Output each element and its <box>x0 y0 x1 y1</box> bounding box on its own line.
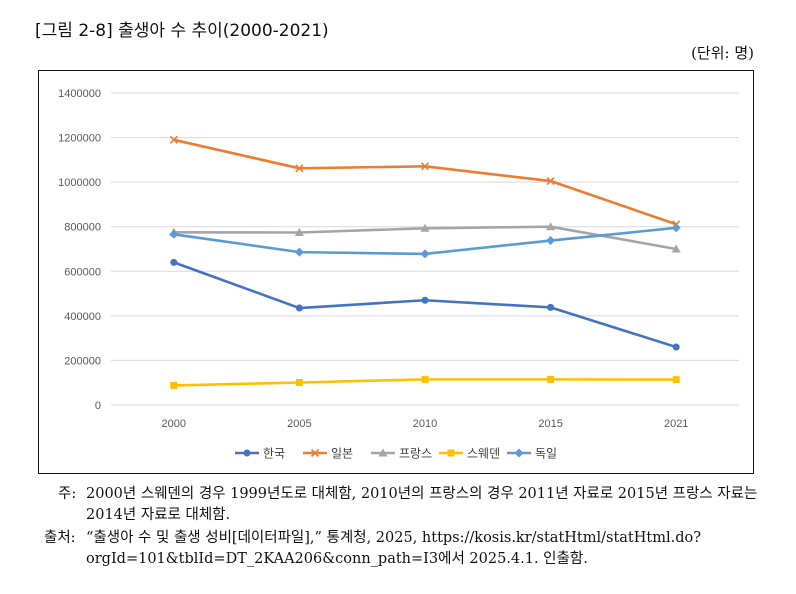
line-chart: 0 200000 400000 600000 800000 1000000 1200000 1… <box>58 88 739 461</box>
data-point <box>169 135 178 144</box>
x-tick-label: 2010 <box>413 418 437 430</box>
data-point <box>421 296 429 304</box>
series-4 <box>169 223 681 259</box>
series-3 <box>170 375 680 389</box>
data-point <box>672 376 680 384</box>
data-point <box>420 162 430 171</box>
y-tick-label: 0 <box>95 400 101 412</box>
chart-frame: 0 200000 400000 600000 800000 1000000 1200000 1… <box>38 70 754 474</box>
legend-item: 프랑스 <box>371 447 432 461</box>
legend-marker <box>378 448 388 457</box>
data-point <box>169 229 179 239</box>
x-tick-label: 2000 <box>162 418 186 430</box>
x-tick-label: 2005 <box>287 418 311 430</box>
legend-label: 독일 <box>535 447 557 461</box>
y-tick-label: 600000 <box>64 266 101 278</box>
y-tick-label: 1400000 <box>58 88 101 100</box>
legend-marker <box>447 449 455 457</box>
x-tick-label: 2015 <box>538 418 562 430</box>
data-point <box>547 375 555 383</box>
legend-item: 한국 <box>235 447 285 461</box>
legend-label: 프랑스 <box>399 447 432 461</box>
y-tick-label: 1200000 <box>58 133 101 145</box>
data-point <box>420 223 430 232</box>
data-point <box>420 249 430 259</box>
y-tick-label: 800000 <box>64 222 101 234</box>
y-tick-label: 1000000 <box>58 177 101 189</box>
legend-label: 스웨덴 <box>467 447 500 461</box>
y-tick-label: 400000 <box>64 311 101 323</box>
data-point <box>295 164 304 173</box>
legend-label: 일본 <box>331 447 353 461</box>
data-point <box>421 375 429 383</box>
y-tick-label: 200000 <box>64 355 101 367</box>
note-text: 2000년 스웨덴의 경우 1999년도로 대체함, 2010년의 프랑스의 경… <box>86 486 758 523</box>
legend-item: 일본 <box>303 447 353 461</box>
note-label: 주: <box>58 486 77 502</box>
series-line <box>173 261 677 349</box>
figure-title: [그림 2-8] 출생아 수 추이(2000-2021) <box>35 21 329 41</box>
data-point <box>671 223 681 233</box>
data-point <box>295 304 303 312</box>
data-point <box>546 176 555 186</box>
legend-label: 한국 <box>263 447 285 461</box>
legend-marker <box>310 448 320 458</box>
data-point <box>546 222 556 231</box>
legend-marker <box>514 448 524 458</box>
legend-marker <box>243 449 251 457</box>
data-point <box>546 236 556 246</box>
x-tick-label: 2021 <box>664 418 688 430</box>
data-point <box>170 258 178 266</box>
data-point <box>671 244 681 253</box>
data-point <box>294 247 304 257</box>
figure-notes: 주: 2000년 스웨덴의 경우 1999년도로 대체함, 2010년의 프랑스… <box>44 484 768 570</box>
source-text: “출생아 수 및 출생 성비[데이터파일],” 통계청, 2025, https… <box>86 530 702 567</box>
data-point <box>294 228 304 237</box>
series-0 <box>170 258 680 351</box>
unit-label: (단위: 명) <box>691 44 754 62</box>
data-point <box>547 303 555 311</box>
legend-item: 스웨덴 <box>439 447 500 461</box>
data-point <box>672 343 680 351</box>
data-point <box>295 378 303 386</box>
legend-item: 독일 <box>507 447 557 461</box>
data-point <box>170 381 178 389</box>
source-label: 출처: <box>44 530 76 546</box>
